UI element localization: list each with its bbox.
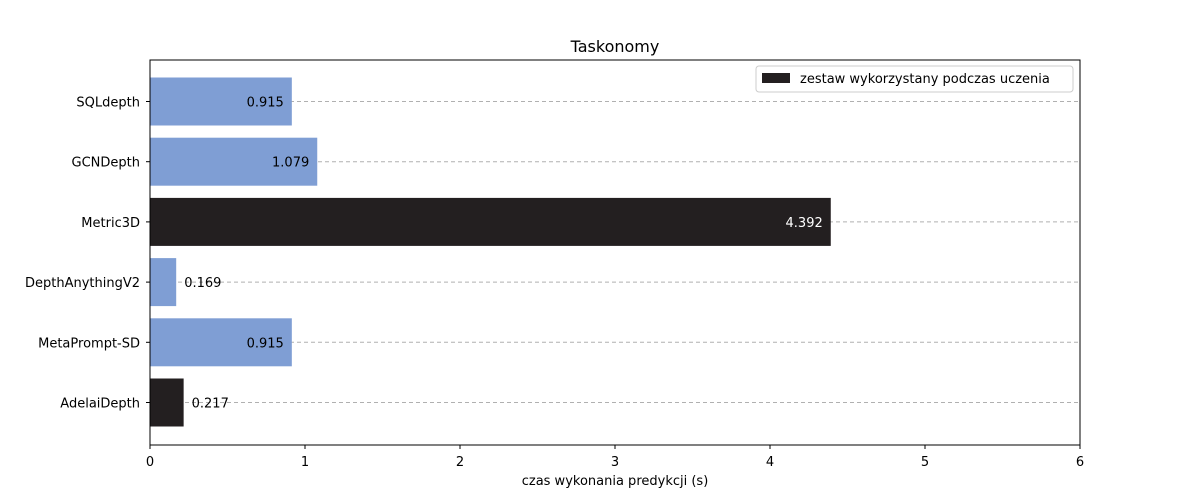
x-axis-label: czas wykonania predykcji (s) (522, 474, 709, 489)
x-tick-label: 5 (921, 455, 929, 470)
bar-value-label: 0.217 (192, 397, 229, 412)
legend-swatch (762, 73, 790, 83)
y-tick-label: SQLdepth (76, 96, 140, 111)
y-tick-label: GCNDepth (72, 156, 140, 171)
bar-value-labels: 0.915 1.079 4.392 0.169 0.915 0.217 (184, 96, 823, 412)
y-tick-label: AdelaiDepth (60, 397, 140, 412)
bar-value-label: 0.915 (247, 96, 284, 111)
legend-box (755, 65, 1074, 93)
bar-sqldepth (150, 77, 292, 126)
x-axis-ticks: 0 1 2 3 4 5 6 (146, 445, 1084, 470)
bars (150, 77, 831, 427)
bar-value-label: 1.079 (272, 156, 309, 171)
bar-adelaidepth (150, 378, 184, 427)
y-tick-label: DepthAnythingV2 (25, 276, 140, 291)
x-tick-label: 6 (1076, 455, 1084, 470)
bar-metaprompt-sd (150, 318, 292, 367)
bar-value-label: 0.169 (184, 276, 221, 291)
legend: zestaw wykorzystany podczas uczenia (755, 65, 1074, 93)
bar-depthanythingv2 (150, 258, 177, 307)
y-tick-label: MetaPrompt-SD (38, 336, 140, 351)
x-tick-label: 1 (301, 455, 309, 470)
bar-value-label: 0.915 (247, 336, 284, 351)
bar-value-label: 4.392 (786, 216, 823, 231)
legend-label: zestaw wykorzystany podczas uczenia (800, 72, 1050, 87)
chart-title: Taskonomy (570, 37, 660, 56)
y-axis-ticks: SQLdepth GCNDepth Metric3D DepthAnythingV2 M… (25, 96, 150, 412)
x-tick-label: 4 (766, 455, 774, 470)
y-tick-label: Metric3D (81, 216, 140, 231)
bar-gcndepth (150, 137, 318, 186)
x-tick-label: 3 (611, 455, 619, 470)
x-tick-label: 0 (146, 455, 154, 470)
bar-metric3d (150, 197, 831, 246)
x-tick-label: 2 (456, 455, 464, 470)
